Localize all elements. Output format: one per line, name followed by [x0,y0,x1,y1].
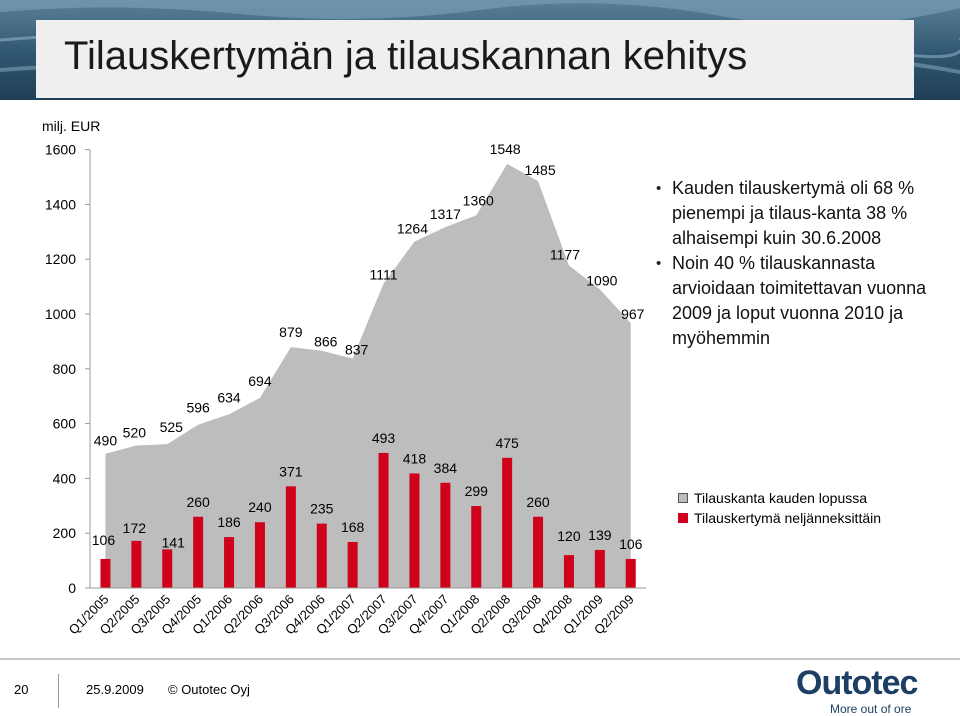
bar-value-label: 139 [588,527,612,543]
order-intake-bar [131,540,142,588]
y-tick-label: 1000 [45,306,76,322]
order-intake-bar [533,516,544,588]
y-unit-label: milj. EUR [42,118,100,134]
bar-value-label: 120 [557,528,581,544]
order-intake-bar [193,516,204,588]
header-banner: Tilauskertymän ja tilauskannan kehitys [0,0,960,100]
y-axis: 0 200 400 600 800 1000 1200 1400 1600 [45,142,91,596]
bar-value-label: 172 [123,520,147,536]
y-tick-label: 1600 [45,142,76,158]
order-intake-bar [285,486,296,588]
area-value-label: 490 [94,433,118,449]
legend-label-bar: Tilauskertymä neljänneksittäin [694,510,882,526]
order-intake-bar [316,523,327,588]
order-intake-bar [162,549,173,588]
bar-value-label: 384 [434,460,458,476]
bar-value-label: 371 [279,463,303,479]
bar-value-label: 418 [403,450,427,466]
order-intake-bar [409,473,420,588]
bar-value-label: 493 [372,430,396,446]
order-intake-bar [347,541,358,588]
area-value-label: 596 [186,400,210,416]
y-tick-label: 1200 [45,251,76,267]
area-value-label: 525 [160,419,184,435]
legend-item-bar: Tilauskertymä neljänneksittäin [678,508,881,528]
order-backlog-area [105,163,631,588]
footer-rule [0,658,960,660]
y-tick-label: 0 [68,580,76,596]
order-intake-bar [594,549,605,588]
bullet-list: Kauden tilauskertymä oli 68 % pienempi j… [656,176,946,351]
bar-value-label: 299 [465,483,489,499]
area-value-label: 837 [345,342,369,358]
y-tick-label: 400 [53,470,77,486]
y-tick-label: 1400 [45,196,76,212]
bar-value-label: 168 [341,519,365,535]
footer: 20 25.9.2009 © Outotec Oyj Outotec More … [0,656,960,716]
legend-swatch-bar [678,513,688,523]
bar-value-label: 260 [526,494,550,510]
area-value-label: 520 [123,425,147,441]
x-axis: Q1/2005Q2/2005Q3/2005Q4/2005Q1/2006Q2/20… [66,587,647,637]
y-tick-label: 800 [53,361,77,377]
title-box [36,20,914,98]
area-value-label: 1317 [430,206,461,222]
bar-value-label: 106 [619,536,643,552]
bar-value-label: 240 [248,499,272,515]
area-value-label: 634 [217,389,241,405]
y-tick-label: 600 [53,416,77,432]
area-value-label: 1111 [370,267,398,283]
bar-value-label: 106 [92,532,116,548]
order-intake-bar [254,522,265,588]
order-intake-bar [440,482,451,588]
footer-date: 25.9.2009 [86,682,144,697]
legend-swatch-area [678,493,688,503]
page-title: Tilauskertymän ja tilauskannan kehitys [64,34,748,78]
footer-divider [58,674,59,708]
order-intake-bar [502,457,513,588]
outotec-logo: Outotec More out of ore [796,664,956,716]
logo-slogan: More out of ore [830,702,912,716]
footer-copyright: © Outotec Oyj [168,682,250,697]
bar-value-label: 475 [495,435,519,451]
order-intake-bar [224,537,235,588]
order-intake-bar [563,555,574,588]
y-tick-label: 200 [53,525,77,541]
bar-value-label: 260 [186,494,210,510]
order-intake-bar [625,558,636,588]
area-value-label: 1485 [524,162,555,178]
area-value-label: 879 [279,324,303,340]
area-value-label: 1177 [550,247,580,263]
bar-value-label: 141 [162,534,186,550]
legend-label-area: Tilauskanta kauden lopussa [694,490,868,506]
page-number: 20 [14,682,29,697]
logo-wordmark: Outotec [796,664,918,702]
order-intake-bar [471,506,482,588]
area-value-label: 967 [621,306,645,322]
area-value-label: 1264 [397,221,428,237]
area-value-label: 1090 [586,272,617,288]
order-chart: milj. EUR 02004006008001000120014001600 … [42,118,647,637]
area-value-label: 866 [314,334,338,350]
area-value-label: 1548 [490,141,521,157]
area-value-label: 694 [248,373,272,389]
bullet-1: Kauden tilauskertymä oli 68 % pienempi j… [656,176,946,251]
order-intake-bar [378,452,389,588]
chart-legend: Tilauskanta kauden lopussa Tilauskertymä… [678,488,881,528]
bullet-2: Noin 40 % tilauskannasta arvioidaan toim… [656,251,946,351]
bar-value-label: 186 [217,514,241,530]
order-intake-bar [100,558,111,588]
area-value-label: 1360 [463,192,494,208]
legend-item-area: Tilauskanta kauden lopussa [678,488,881,508]
bar-value-label: 235 [310,501,334,517]
